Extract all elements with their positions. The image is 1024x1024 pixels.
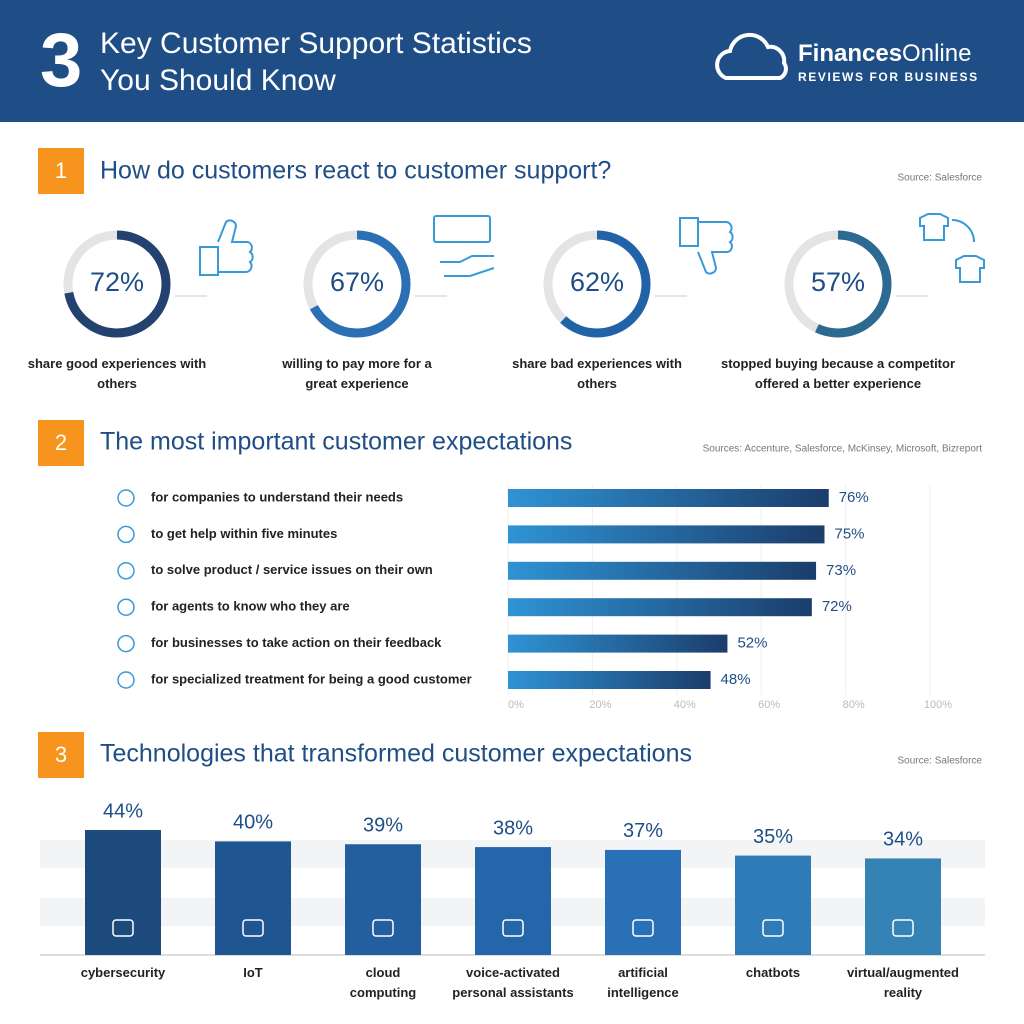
category-label: IoT <box>243 965 263 980</box>
bar-icon <box>502 919 524 937</box>
x-tick-label: 40% <box>674 699 696 711</box>
bar <box>735 855 811 955</box>
category-label: artificial intelligence <box>607 965 679 1000</box>
icon <box>117 525 135 544</box>
bar <box>508 489 829 507</box>
category-label: voice-activated personal assistants <box>452 965 574 1000</box>
bar <box>345 844 421 955</box>
category-label: virtual/augmented reality <box>847 965 959 1000</box>
section-badge <box>38 148 84 194</box>
x-tick-label: 80% <box>843 699 865 711</box>
bar <box>215 841 291 955</box>
brand-rest: Online <box>902 40 971 67</box>
icon <box>117 634 135 653</box>
x-tick-label: 20% <box>589 699 611 711</box>
category-label: for specialized treatment for being a go… <box>151 671 472 686</box>
category-label: for companies to understand their needs <box>151 489 403 504</box>
icon-thumbs-down <box>679 217 734 275</box>
section-title: The most important customer expectations <box>100 428 572 456</box>
x-tick-label: 100% <box>924 699 952 711</box>
section-number: 3 <box>55 742 67 767</box>
donut-arc <box>784 230 892 338</box>
icon <box>117 562 135 580</box>
icon-thumbs-up <box>199 219 254 276</box>
logo-cloud <box>715 32 788 80</box>
value-label: 37% <box>623 820 663 842</box>
icon <box>117 671 135 689</box>
category-label: cybersecurity <box>80 965 166 980</box>
x-tick-label: 0% <box>508 699 524 711</box>
value-label: 52% <box>737 635 767 652</box>
donut-arc <box>63 230 171 338</box>
section-badge <box>38 732 84 778</box>
donut-value: 67% <box>330 267 384 297</box>
donut-label: share good experiences with others <box>27 356 207 391</box>
bar-icon <box>632 919 654 937</box>
icon-hand <box>440 255 495 277</box>
bar <box>508 561 817 580</box>
section-number: 1 <box>55 158 67 183</box>
donut-label: stopped buying because a competitor offe… <box>720 356 956 391</box>
donut-value: 57% <box>811 267 865 297</box>
category-label: to solve product / service issues on the… <box>151 562 433 577</box>
category-label: for businesses to take action on their f… <box>151 635 442 650</box>
section-number: 2 <box>55 430 67 455</box>
section-title: Technologies that transformed customer e… <box>100 740 692 768</box>
value-label: 38% <box>493 817 533 839</box>
header-title: You Should Know <box>100 64 336 97</box>
header-band <box>0 0 1024 122</box>
value-label: 72% <box>822 598 852 615</box>
icon <box>117 598 135 616</box>
value-label: 44% <box>103 800 143 822</box>
header-number: 3 <box>40 18 82 103</box>
icon-shirts <box>919 213 985 283</box>
bar <box>475 847 551 955</box>
brand-bold: Finances <box>798 40 902 67</box>
source: Sources: Accenture, Salesforce, McKinsey… <box>703 444 983 455</box>
donut-label: share bad experiences with others <box>512 356 682 391</box>
value-label: 34% <box>883 829 923 851</box>
bar <box>508 598 812 617</box>
value-label: 35% <box>753 826 793 848</box>
tagline: REVIEWS FOR BUSINESS <box>798 70 979 84</box>
donut-value: 72% <box>90 267 144 297</box>
bar-icon <box>762 919 784 937</box>
icon <box>117 489 135 507</box>
bar-icon <box>372 919 394 937</box>
section-title: How do customers react to customer suppo… <box>100 157 611 185</box>
value-label: 75% <box>835 525 865 542</box>
bar-icon <box>112 919 134 937</box>
donut-arc <box>303 230 411 338</box>
category-label: to get help within five minutes <box>151 526 337 541</box>
header-title: Key Customer Support Statistics <box>100 27 532 60</box>
category-label: for agents to know who they are <box>151 599 350 614</box>
bar <box>508 634 728 653</box>
x-tick-label: 60% <box>758 699 780 711</box>
brand: FinancesOnline <box>798 40 971 67</box>
bar <box>508 671 711 689</box>
donut-label: willing to pay more for a great experien… <box>282 356 432 391</box>
value-label: 40% <box>233 812 273 834</box>
donut-value: 62% <box>570 267 624 297</box>
bar <box>865 858 941 955</box>
section-badge <box>38 420 84 466</box>
icon-money <box>433 215 491 243</box>
donut-arc <box>543 230 651 338</box>
bar-icon <box>242 919 264 937</box>
value-label: 48% <box>721 671 751 688</box>
bar <box>85 830 161 955</box>
value-label: 39% <box>363 815 403 837</box>
value-label: 73% <box>826 562 856 579</box>
category-label: chatbots <box>745 965 801 980</box>
source: Source: Salesforce <box>898 173 983 184</box>
bar <box>508 525 825 544</box>
category-label: cloud computing <box>349 965 417 1000</box>
value-label: 76% <box>839 489 869 506</box>
bar <box>605 849 681 955</box>
source: Source: Salesforce <box>898 756 983 767</box>
bar-icon <box>892 919 914 937</box>
